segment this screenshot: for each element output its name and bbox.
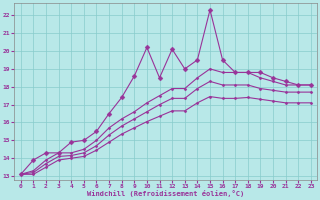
X-axis label: Windchill (Refroidissement éolien,°C): Windchill (Refroidissement éolien,°C) — [87, 190, 244, 197]
